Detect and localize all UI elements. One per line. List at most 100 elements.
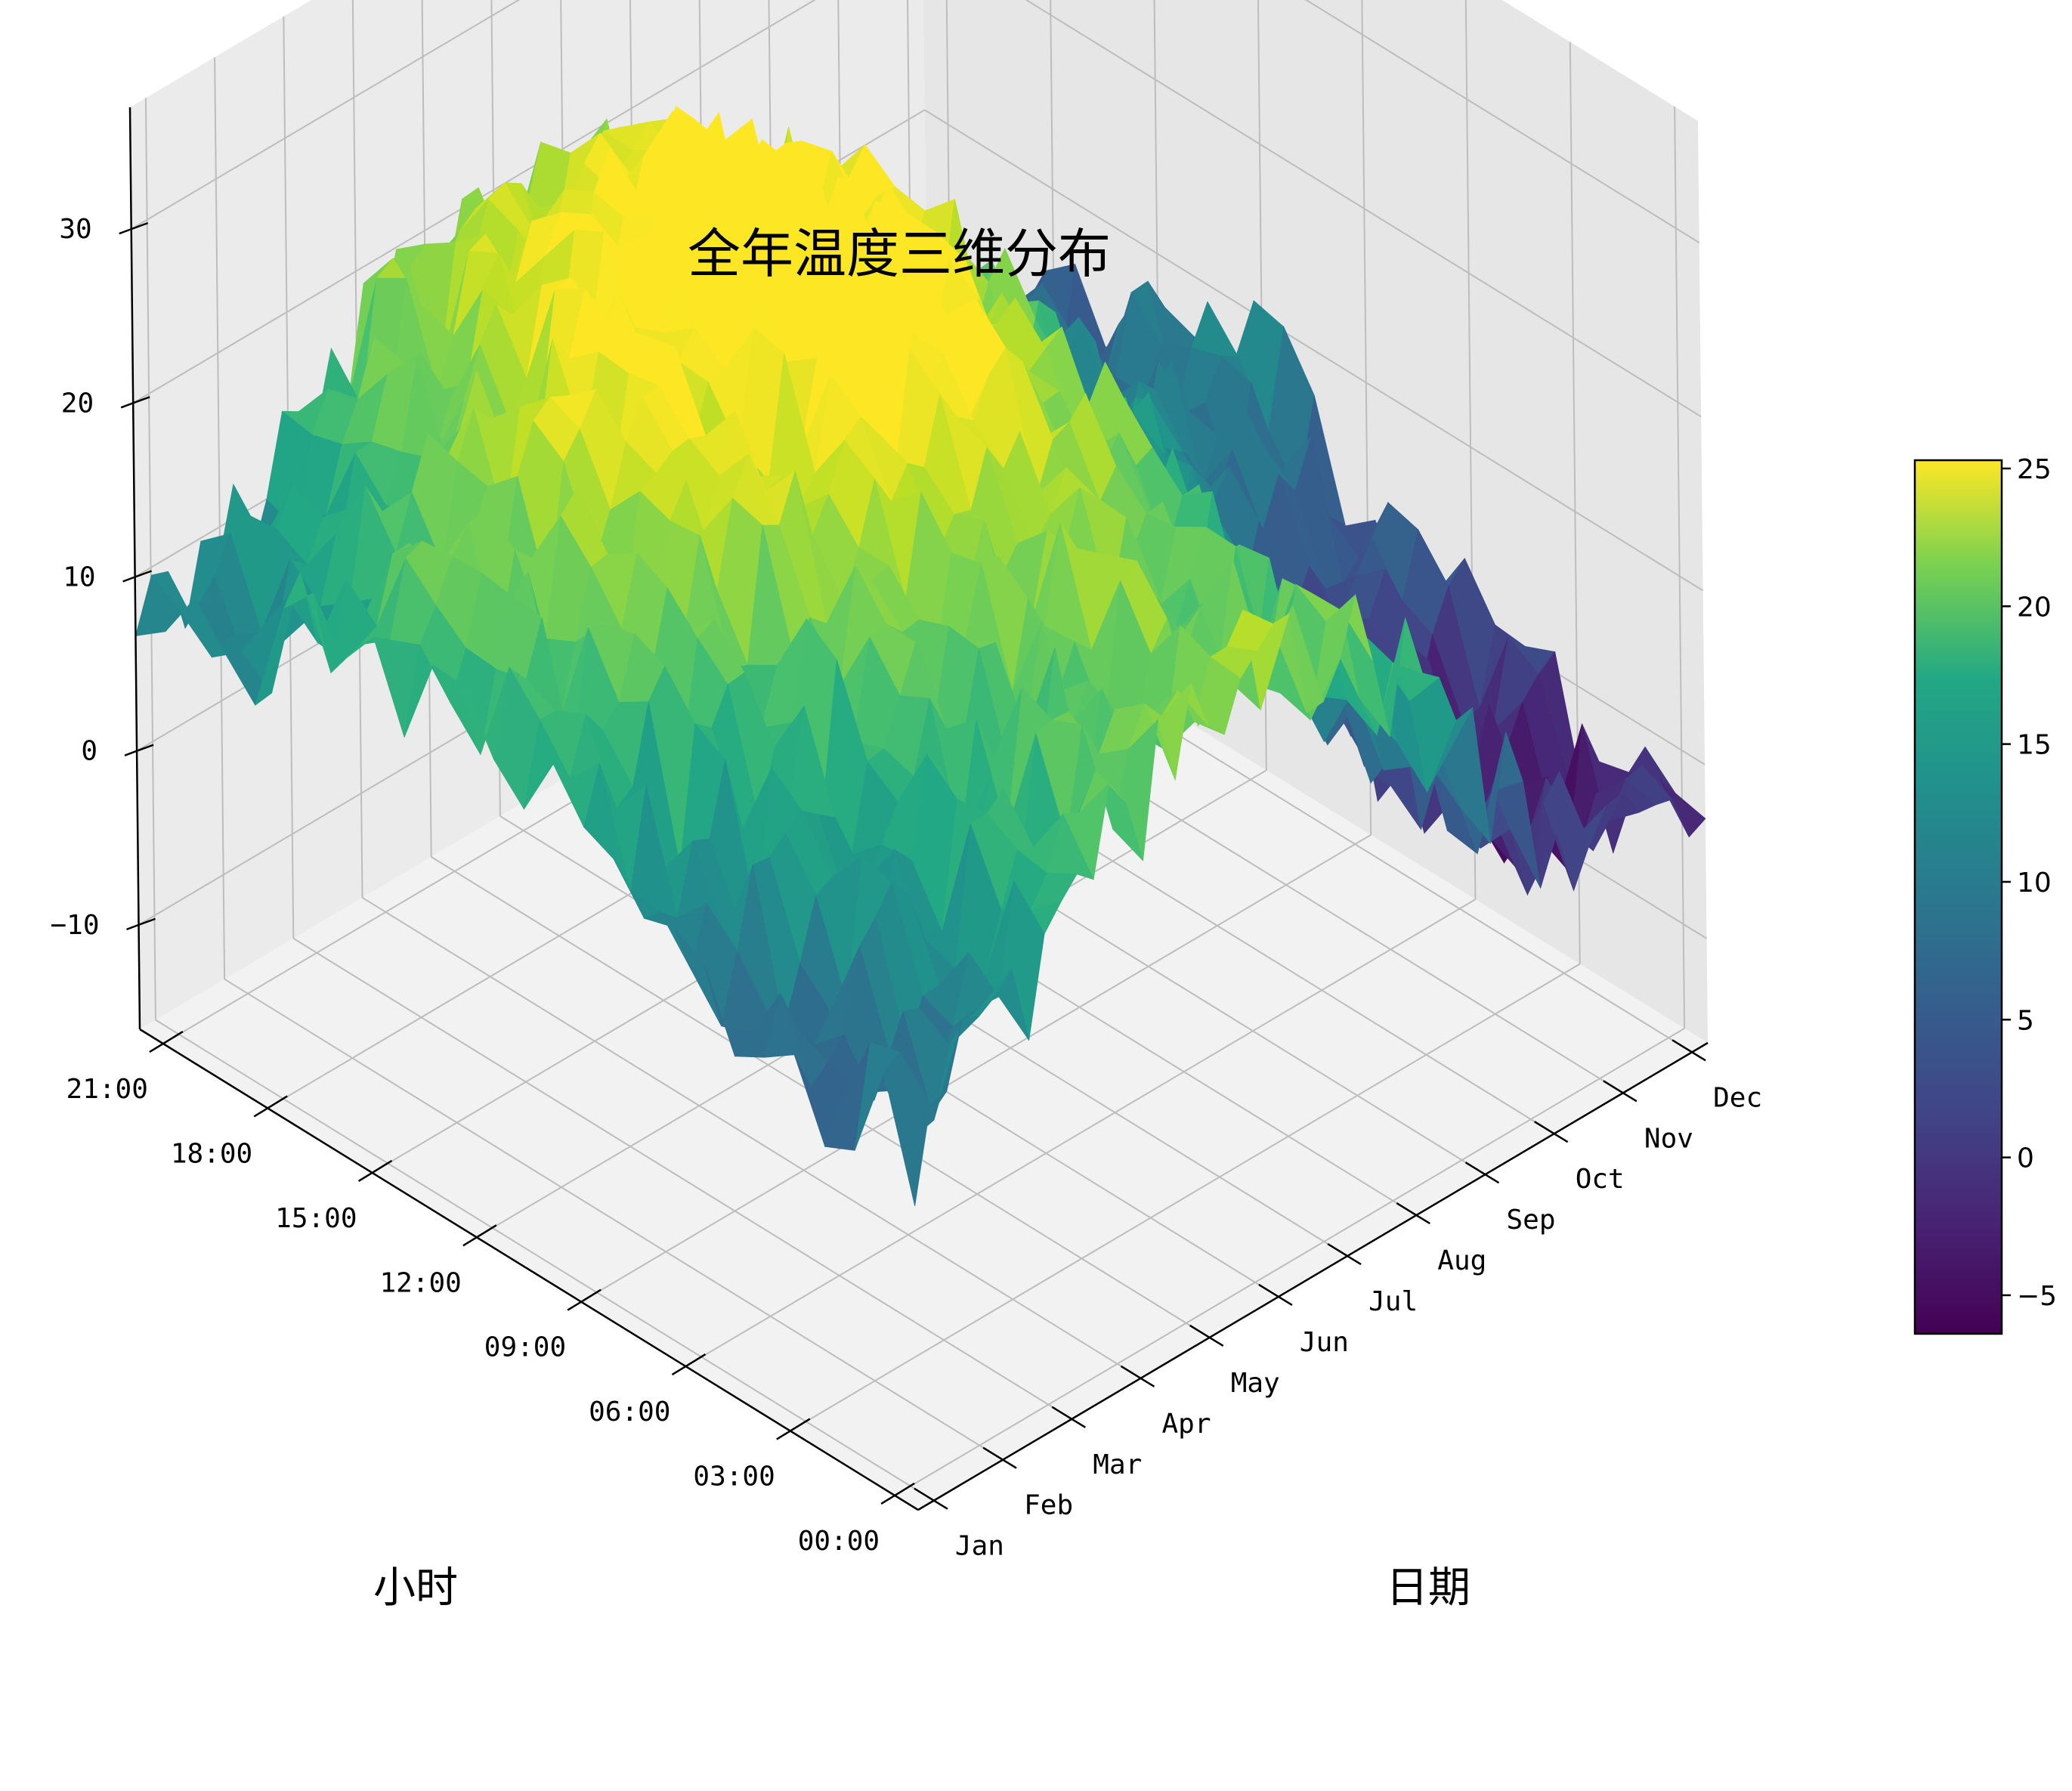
x-tick: [1189, 1324, 1211, 1338]
x-tick: [1347, 1254, 1362, 1266]
y-tick-label: 09:00: [484, 1332, 566, 1363]
floor-gridline-y: [580, 834, 1372, 1303]
colorbar: −5 0 5 10 15 20 25: [1913, 454, 2057, 1335]
x-tick: [1672, 1039, 1693, 1053]
y-tick: [462, 1236, 478, 1247]
colorbar-tick-label: 15: [2017, 730, 2052, 761]
y-tick-label: 00:00: [798, 1526, 880, 1557]
axis-lines: [119, 107, 1709, 1511]
x-tick-label: Jan: [955, 1531, 1004, 1562]
y-tick-label: 03:00: [693, 1462, 775, 1492]
floor-gridline-x: [224, 978, 1004, 1461]
y-tick: [685, 1353, 707, 1368]
x-tick: [1554, 1133, 1569, 1143]
x-axis-title: 日期: [1386, 1564, 1471, 1613]
y-tick-label: 06:00: [589, 1397, 670, 1428]
wall-gridline-y: [1674, 106, 1686, 1029]
x-tick: [1002, 1458, 1017, 1469]
z-tick: [122, 576, 136, 583]
x-tick: [1603, 1080, 1624, 1094]
y-tick-label: 21:00: [66, 1074, 148, 1105]
x-tick: [1622, 1092, 1637, 1103]
wall-gridline-z: [131, 0, 521, 230]
z-tick: [119, 227, 132, 235]
x-tick: [1484, 1174, 1500, 1184]
y-tick: [267, 1095, 288, 1109]
x-tick: [1120, 1365, 1142, 1379]
y-tick: [894, 1482, 915, 1496]
wall-gridline-z: [1304, 0, 1700, 243]
colorbar-tick-label: 10: [2017, 868, 2052, 899]
colorbar-tick-label: −5: [2017, 1281, 2057, 1312]
x-tick-label: Jun: [1300, 1327, 1349, 1358]
y-tick: [580, 1288, 601, 1303]
x-tick: [1534, 1121, 1555, 1135]
colorbar-tick-label: 0: [2017, 1143, 2034, 1174]
wall-gridline-z: [1025, 0, 1702, 418]
x-tick-label: Feb: [1024, 1490, 1073, 1521]
y-tick: [253, 1107, 268, 1118]
z-tick-label: −10: [50, 910, 99, 941]
z-tick: [124, 750, 138, 756]
y-axis-line: [139, 1028, 919, 1511]
z-tick-label: 10: [63, 562, 95, 593]
x-tick: [1140, 1377, 1155, 1387]
y-tick: [790, 1418, 811, 1432]
z-tick: [135, 570, 153, 578]
x-tick-label: Mar: [1093, 1449, 1142, 1480]
x-tick: [1691, 1051, 1706, 1062]
x-tick: [1415, 1214, 1430, 1225]
floor-gridline-x: [292, 937, 1072, 1420]
x-tick: [1278, 1295, 1293, 1307]
y-tick-label: 12:00: [379, 1267, 461, 1298]
wall-gridline-x: [214, 57, 226, 979]
y-tick: [567, 1301, 582, 1311]
y-tick: [371, 1159, 393, 1174]
y-tick: [357, 1171, 373, 1182]
x-tick: [1071, 1418, 1086, 1428]
z-tick: [120, 402, 134, 409]
z-axis-line: [128, 107, 141, 1030]
floor-gridline-y: [685, 899, 1476, 1367]
y-tick-label: 15:00: [275, 1203, 357, 1234]
z-tick: [132, 396, 150, 404]
wall-gridline-z: [924, 109, 1704, 592]
x-tick-label: Aug: [1437, 1245, 1486, 1276]
chart-title: 全年温度三维分布: [688, 223, 1111, 285]
colorbar-tick-label: 5: [2017, 1005, 2034, 1036]
y-tick: [162, 1031, 184, 1045]
colorbar-bar: [1913, 459, 2003, 1335]
z-tick-label: 30: [59, 214, 91, 245]
x-tick: [1396, 1202, 1417, 1217]
floor-gridline-y: [790, 963, 1581, 1432]
y-tick: [671, 1366, 687, 1376]
x-tick: [982, 1446, 1004, 1461]
z-tick: [126, 923, 139, 931]
z-tick-label: 20: [61, 388, 94, 419]
colorbar-tick-label: 25: [2017, 454, 2052, 485]
tick-labels: Jan Feb Mar Apr May Jun Jul Aug Sep Oct Nov Dec 00:0…: [50, 214, 1762, 1562]
x-tick: [1464, 1162, 1486, 1176]
x-tick-label: Jul: [1368, 1286, 1418, 1317]
x-tick: [1258, 1283, 1279, 1298]
floor-gridline-x: [155, 1019, 935, 1502]
z-tick-label: 0: [81, 736, 97, 767]
x-tick: [1327, 1242, 1348, 1257]
floor-gridline-y: [894, 1028, 1685, 1496]
x-tick-label: Nov: [1644, 1123, 1693, 1154]
surface-patch: [883, 1051, 931, 1207]
x-tick: [1209, 1336, 1224, 1347]
colorbar-ticks: −5 0 5 10 15 20 25: [2002, 454, 2057, 1312]
x-tick-label: Dec: [1713, 1082, 1762, 1113]
y-tick: [880, 1494, 895, 1505]
x-tick: [933, 1499, 948, 1510]
wall-gridline-x: [144, 97, 156, 1020]
colorbar-tick-label: 20: [2017, 592, 2052, 623]
y-tick: [476, 1224, 497, 1239]
z-tick: [131, 221, 149, 230]
x-tick-label: Sep: [1507, 1205, 1556, 1236]
y-tick: [776, 1430, 791, 1440]
y-tick-label: 18:00: [171, 1138, 252, 1169]
x-tick-label: Oct: [1576, 1164, 1625, 1195]
z-tick: [136, 744, 154, 752]
